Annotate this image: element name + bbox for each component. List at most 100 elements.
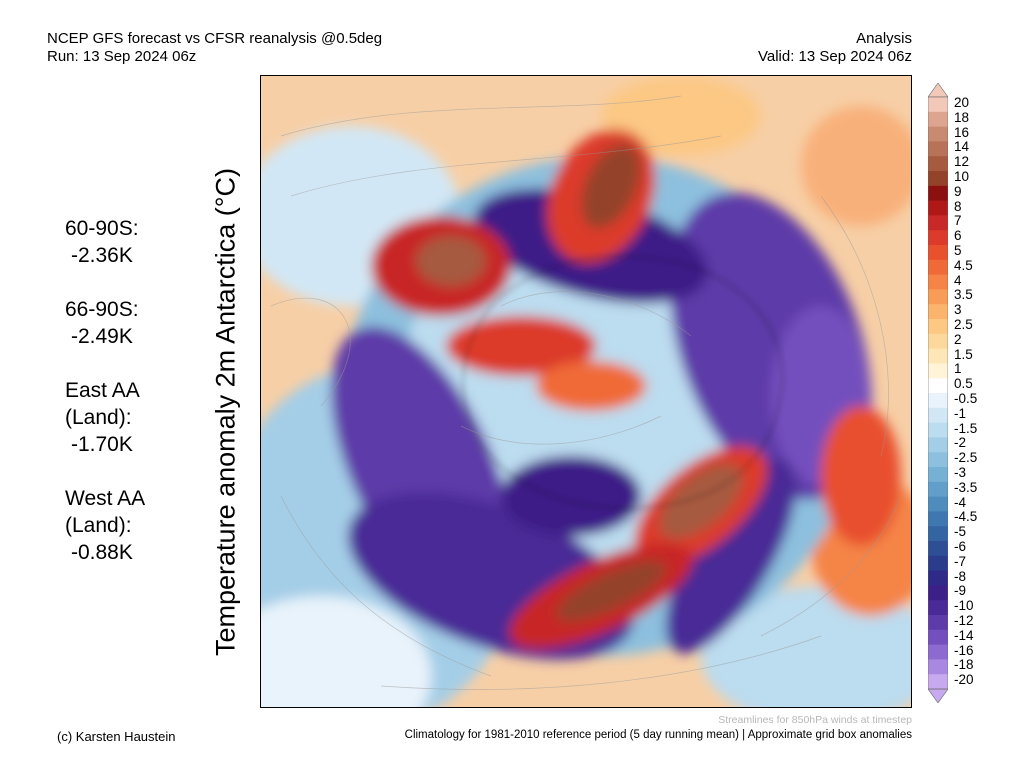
colorbar-swatch: [928, 674, 948, 690]
colorbar-swatch: [928, 644, 948, 660]
colorbar-tick-label: 6: [954, 228, 962, 244]
anomaly-map: [261, 76, 911, 707]
colorbar-swatch: [928, 156, 948, 172]
colorbar-swatch: [928, 496, 948, 512]
stat-value: -0.88K: [71, 541, 133, 564]
colorbar-tick-label: -20: [954, 672, 974, 688]
colorbar-tick-label: -10: [954, 598, 974, 614]
colorbar-tick-label: 2: [954, 331, 962, 347]
colorbar-swatch: [928, 97, 948, 113]
colorbar-min-arrow: [928, 688, 948, 703]
colorbar-tick-label: 7: [954, 213, 962, 229]
colorbar-swatch: [928, 600, 948, 616]
colorbar: [928, 83, 948, 703]
colorbar-tick-label: -5: [954, 524, 967, 540]
colorbar-swatch: [928, 570, 948, 586]
colorbar-swatch: [928, 467, 948, 483]
colorbar-tick-label: -7: [954, 553, 967, 569]
colorbar-tick-label: -2: [954, 435, 967, 451]
stat-east-aa: East AA (Land): -1.70K: [65, 377, 145, 458]
colorbar-tick-label: 1: [954, 361, 962, 377]
colorbar-swatch: [928, 333, 948, 350]
colorbar-swatch: [928, 141, 948, 157]
colorbar-swatch: [928, 659, 948, 675]
colorbar-tick-label: 10: [954, 169, 970, 184]
colorbar-swatch: [928, 629, 948, 646]
colorbar-swatch: [928, 171, 948, 187]
stat-value: -2.49K: [71, 325, 133, 348]
colorbar-swatch: [928, 274, 948, 290]
colorbar-swatch: [928, 289, 948, 305]
stat-66-90s: 66-90S: -2.49K: [65, 296, 145, 350]
stat-label: East AA (Land):: [65, 379, 140, 429]
colorbar-tick-label: -1: [954, 405, 967, 421]
colorbar-tick-label: -6: [954, 539, 967, 554]
header-right: Analysis Valid: 13 Sep 2024 06z: [758, 30, 912, 66]
colorbar-swatch: [928, 215, 948, 231]
colorbar-swatch: [928, 230, 948, 246]
colorbar-swatch: [928, 526, 948, 542]
stat-label: 66-90S:: [65, 298, 139, 321]
colorbar-tick-label: -12: [954, 613, 974, 628]
colorbar-swatch: [928, 541, 948, 557]
run-time: Run: 13 Sep 2024 06z: [47, 48, 197, 65]
stat-label: 60-90S:: [65, 217, 139, 240]
colorbar-tick-label: 20: [954, 95, 970, 110]
chart-title: NCEP GFS forecast vs CFSR reanalysis @0.…: [47, 30, 383, 47]
colorbar-tick-label: 2.5: [954, 317, 973, 332]
mode-label: Analysis: [856, 30, 912, 47]
colorbar-swatch: [928, 452, 948, 468]
colorbar-swatch: [928, 319, 948, 335]
valid-time: Valid: 13 Sep 2024 06z: [757, 48, 912, 65]
colorbar-tick-label: 4.5: [954, 257, 973, 273]
colorbar-swatch: [928, 511, 948, 527]
colorbar-tick-label: -3.5: [954, 479, 978, 495]
colorbar-swatch: [928, 259, 948, 276]
stat-label: West AA (Land):: [65, 487, 146, 537]
colorbar-tick-label: -3: [954, 465, 967, 480]
colorbar-tick-label: -9: [954, 583, 967, 599]
stat-value: -2.36K: [71, 244, 133, 267]
colorbar-tick-label: 1.5: [954, 346, 973, 362]
colorbar-swatch: [928, 348, 948, 364]
colorbar-tick-label: -8: [954, 568, 967, 584]
stat-60-90s: 60-90S: -2.36K: [65, 215, 145, 269]
credit: (c) Karsten Haustein: [57, 729, 176, 744]
colorbar-tick-label: 12: [954, 154, 970, 170]
colorbar-swatch: [928, 393, 948, 409]
stat-value: -1.70K: [71, 433, 133, 456]
colorbar-swatch: [928, 304, 948, 320]
colorbar-tick-label: 0.5: [954, 376, 973, 392]
colorbar-tick-label: 18: [954, 109, 970, 125]
colorbar-tick-label: -18: [954, 657, 974, 673]
colorbar-swatch: [928, 422, 948, 438]
colorbar-swatch: [928, 615, 948, 631]
streamlines-note: Streamlines for 850hPa winds at timestep: [718, 714, 912, 726]
colorbar-swatch: [928, 555, 948, 572]
colorbar-swatch: [928, 111, 948, 128]
colorbar-tick-label: 5: [954, 243, 962, 258]
climatology-note: Climatology for 1981-2010 reference peri…: [404, 729, 912, 741]
header-left: NCEP GFS forecast vs CFSR reanalysis @0.…: [47, 30, 382, 66]
colorbar-swatch: [928, 481, 948, 498]
colorbar-swatch: [928, 126, 948, 142]
map-panel: [260, 75, 912, 708]
colorbar-tick-label: -4: [954, 494, 967, 510]
colorbar-tick-label: -14: [954, 627, 974, 643]
colorbar-tick-label: 14: [954, 139, 970, 155]
colorbar-tick-label: 3: [954, 302, 962, 318]
colorbar-tick-label: -0.5: [954, 391, 978, 406]
colorbar-swatch: [928, 437, 948, 453]
colorbar-max-arrow: [928, 83, 948, 98]
stat-west-aa: West AA (Land): -0.88K: [65, 485, 145, 566]
colorbar-swatch: [928, 378, 948, 394]
colorbar-swatch: [928, 363, 948, 379]
colorbar-tick-label: -1.5: [954, 420, 978, 436]
colorbar-tick-label: 16: [954, 124, 970, 140]
colorbar-tick-label: 9: [954, 183, 962, 199]
colorbar-tick-label: 4: [954, 272, 962, 288]
colorbar-tick-label: 8: [954, 198, 962, 214]
colorbar-swatch: [928, 585, 948, 601]
colorbar-outline: [928, 96, 948, 690]
anomaly-stats: 60-90S: -2.36K 66-90S: -2.49K East AA (Lan…: [65, 215, 145, 593]
